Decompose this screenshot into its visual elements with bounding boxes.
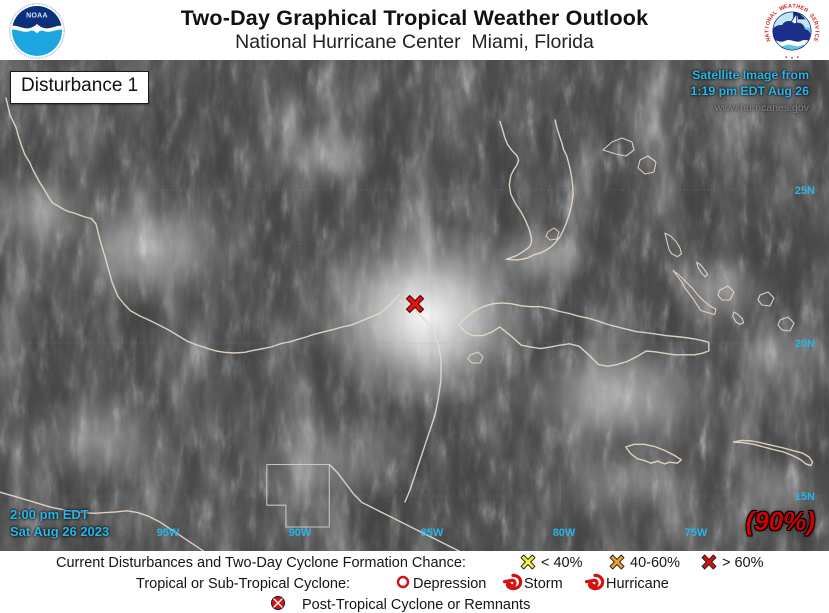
svg-text:A: A: [788, 3, 792, 9]
svg-text:80W: 80W: [553, 527, 576, 539]
svg-text:Depression: Depression: [413, 576, 486, 592]
svg-text:75W: 75W: [685, 527, 708, 539]
svg-text:Storm: Storm: [524, 576, 563, 592]
svg-text:15N: 15N: [795, 491, 815, 503]
svg-text:I: I: [813, 31, 819, 33]
svg-text:40-60%: 40-60%: [630, 555, 680, 571]
svg-text:> 60%: > 60%: [722, 555, 764, 571]
svg-text:< 40%: < 40%: [541, 555, 583, 571]
svg-text:25N: 25N: [795, 185, 815, 197]
svg-text:NOAA: NOAA: [26, 13, 48, 20]
svg-text:Hurricane: Hurricane: [606, 576, 669, 592]
svg-text:A: A: [765, 33, 772, 38]
svg-text:T: T: [764, 29, 770, 33]
svg-text:95W: 95W: [157, 527, 180, 539]
svg-text:Post-Tropical Cyclone or Remna: Post-Tropical Cyclone or Remnants: [302, 597, 530, 613]
svg-text:Current Disturbances and Two-D: Current Disturbances and Two-Day Cyclone…: [56, 555, 466, 571]
svg-text:20N: 20N: [795, 338, 815, 350]
svg-text:Tropical or Sub-Tropical Cyclo: Tropical or Sub-Tropical Cyclone:: [136, 576, 350, 592]
svg-text:90W: 90W: [289, 527, 312, 539]
svg-text:V: V: [813, 25, 820, 30]
svg-text:85W: 85W: [421, 527, 444, 539]
